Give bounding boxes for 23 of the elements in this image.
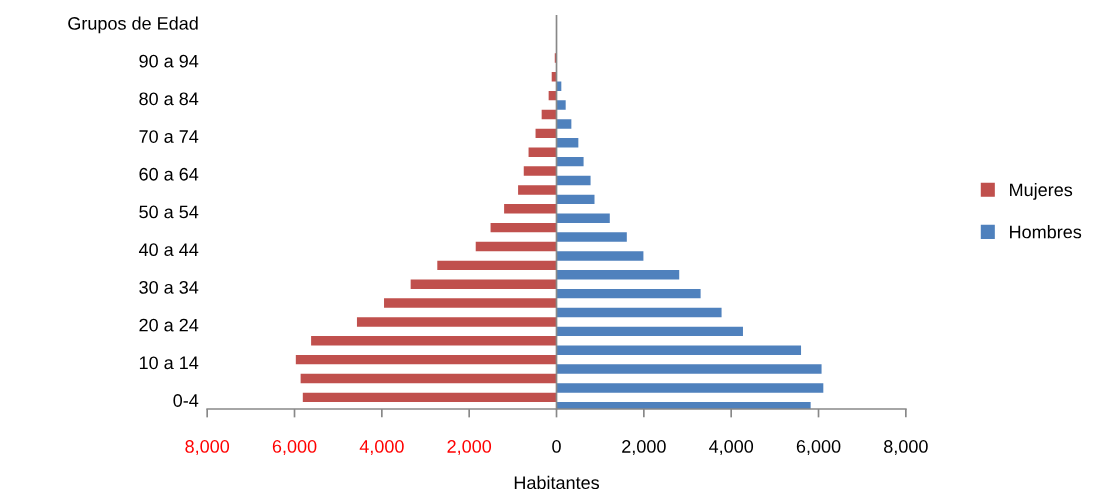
y-tick-label: 10 a 14	[139, 356, 199, 370]
x-tick-label: 4,000	[359, 440, 404, 455]
legend-label: Mujeres	[1010, 183, 1073, 200]
x-tick-label: 8,000	[185, 440, 230, 455]
legend-label: Hombres	[1010, 225, 1082, 239]
y-tick-label: Grupos de Edad	[68, 16, 198, 34]
y-tick-label: 70 a 74	[139, 130, 199, 143]
y-tick-label: 40 a 44	[138, 243, 199, 257]
x-tick-label: 4,000	[709, 440, 754, 455]
y-tick-label: 80 a 84	[139, 92, 199, 106]
x-tick-label: 2,000	[447, 440, 492, 455]
y-tick-label: 60 a 64	[139, 167, 199, 181]
x-tick-label: 6,000	[796, 440, 841, 455]
y-tick-label: 0-4	[173, 394, 199, 407]
x-axis-title: Habitantes	[514, 475, 600, 490]
y-tick-label: 30 a 34	[139, 280, 199, 294]
x-tick-label: 6,000	[272, 440, 317, 455]
x-tick-label: 8,000	[884, 440, 928, 455]
x-tick-label: 0	[552, 440, 561, 453]
y-tick-label: 20 a 24	[139, 318, 199, 332]
y-tick-label: 90 a 94	[139, 54, 199, 68]
y-tick-label: 50 a 54	[139, 205, 199, 219]
x-tick-label: 2,000	[622, 440, 666, 455]
